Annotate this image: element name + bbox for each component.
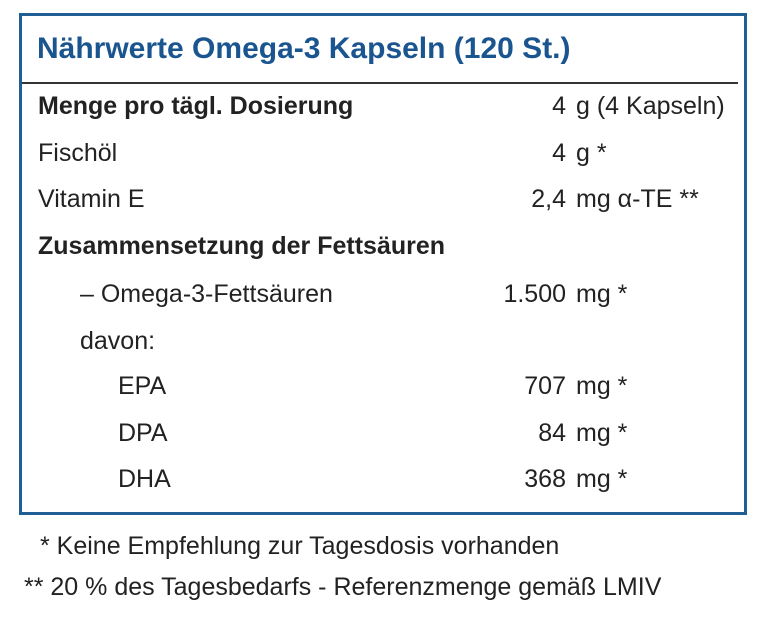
row-label: Fischöl <box>38 139 118 167</box>
row-amount: 707 <box>524 372 566 400</box>
row-amount: 2,4 <box>531 185 566 213</box>
row-unit: mg α-TE ** <box>576 185 699 213</box>
row-amount: 4 <box>552 139 566 167</box>
row-label: davon: <box>80 327 156 355</box>
footnote: ** 20 % des Tagesbedarfs - Referenzmenge… <box>24 573 662 601</box>
row-label: DPA <box>118 419 168 447</box>
row-unit: mg * <box>576 280 628 308</box>
row-unit: mg * <box>576 465 628 493</box>
table-frame <box>19 13 747 515</box>
row-amount: 84 <box>538 419 566 447</box>
row-label: – Omega-3-Fettsäuren <box>80 280 333 308</box>
row-label: DHA <box>118 465 171 493</box>
row-amount: 368 <box>524 465 566 493</box>
row-unit: g (4 Kapseln) <box>576 92 725 120</box>
row-label: Zusammensetzung der Fettsäuren <box>38 232 446 260</box>
footnote: * Keine Empfehlung zur Tagesdosis vorhan… <box>40 532 560 560</box>
title: Nährwerte Omega-3 Kapseln (120 St.) <box>37 32 571 65</box>
row-unit: mg * <box>576 372 628 400</box>
row-label: Vitamin E <box>38 185 145 213</box>
row-label: EPA <box>118 372 167 400</box>
row-label: Menge pro tägl. Dosierung <box>38 92 354 120</box>
row-unit: g * <box>576 139 607 167</box>
divider <box>22 82 738 84</box>
row-amount: 1.500 <box>503 280 566 308</box>
row-unit: mg * <box>576 419 628 447</box>
row-amount: 4 <box>552 92 566 120</box>
